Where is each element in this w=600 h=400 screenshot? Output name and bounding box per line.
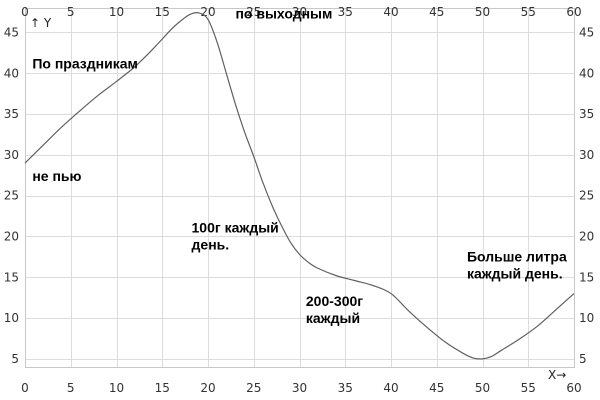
x-tick-bottom-5: 5	[67, 381, 75, 395]
chart-frame	[25, 8, 575, 368]
x-tick-bottom-45: 45	[429, 381, 444, 395]
grid-lines	[25, 8, 575, 367]
annotation-0-line-0: по выходным	[235, 6, 332, 22]
y-tick-left-35: 35	[4, 107, 19, 121]
annotation-5: Больше литра каждый день.	[467, 249, 567, 282]
x-tick-bottom-15: 15	[155, 381, 170, 395]
y-tick-right-20: 20	[579, 229, 594, 243]
annotations: по выходным По праздникам не пью 100г кажды…	[32, 6, 567, 326]
annotation-1: По праздникам	[32, 55, 138, 71]
y-tick-right-15: 15	[579, 270, 594, 284]
annotation-3-line-1: день.	[192, 236, 230, 252]
annotation-4-line-1: каждый	[306, 310, 360, 326]
x-tick-top-15: 15	[155, 5, 170, 19]
y-tick-left-10: 10	[4, 311, 19, 325]
y-tick-left-30: 30	[4, 148, 19, 162]
x-tick-top-10: 10	[109, 5, 124, 19]
annotation-1-line-0: По праздникам	[32, 55, 138, 71]
annotation-5-line-1: каждый день.	[467, 266, 563, 282]
x-tick-top-30: 30	[292, 5, 307, 19]
y-tick-right-5: 5	[579, 352, 587, 366]
x-tick-bottom-60: 60	[566, 381, 581, 395]
x-tick-top-25: 25	[246, 5, 261, 19]
y-tick-left-45: 45	[4, 25, 19, 39]
x-tick-top-45: 45	[429, 5, 444, 19]
y-tick-left-15: 15	[4, 270, 19, 284]
x-tick-top-35: 35	[338, 5, 353, 19]
x-tick-bottom-50: 50	[475, 381, 490, 395]
y-tick-right-40: 40	[579, 66, 594, 80]
x-tick-bottom-40: 40	[383, 381, 398, 395]
x-tick-bottom-10: 10	[109, 381, 124, 395]
x-tick-top-40: 40	[383, 5, 398, 19]
y-tick-right-25: 25	[579, 189, 594, 203]
x-tick-bottom-35: 35	[338, 381, 353, 395]
series-group	[24, 12, 575, 360]
annotation-3-line-0: 100г каждый	[192, 219, 279, 235]
y-tick-left-25: 25	[4, 189, 19, 203]
y-tick-left-5: 5	[11, 352, 19, 366]
x-axis-label: X→	[548, 368, 566, 382]
x-tick-top-60: 60	[566, 5, 581, 19]
x-tick-top-0: 0	[21, 5, 29, 19]
annotation-2-line-0: не пью	[32, 168, 81, 184]
annotation-0: по выходным	[235, 6, 332, 22]
x-tick-bottom-0: 0	[21, 381, 29, 395]
y-tick-left-40: 40	[4, 66, 19, 80]
annotation-3: 100г каждый день.	[192, 219, 279, 252]
x-tick-bottom-30: 30	[292, 381, 307, 395]
y-tick-left-20: 20	[4, 229, 19, 243]
y-tick-right-10: 10	[579, 311, 594, 325]
y-tick-right-35: 35	[579, 107, 594, 121]
annotation-5-line-0: Больше литра	[467, 249, 567, 265]
x-tick-top-5: 5	[67, 5, 75, 19]
x-tick-bottom-20: 20	[200, 381, 215, 395]
y-tick-right-30: 30	[579, 148, 594, 162]
tick-labels: 0055101015152020252530303535404045455050…	[4, 5, 595, 395]
x-tick-top-20: 20	[200, 5, 215, 19]
x-tick-bottom-25: 25	[246, 381, 261, 395]
annotation-4-line-0: 200-300г	[306, 293, 363, 309]
x-tick-bottom-55: 55	[521, 381, 536, 395]
x-tick-top-55: 55	[521, 5, 536, 19]
y-axis-label: ↑ Y	[30, 16, 52, 30]
series-line-0	[24, 12, 575, 360]
annotation-2: не пью	[32, 168, 81, 184]
annotation-4: 200-300г каждый	[306, 293, 363, 326]
x-tick-top-50: 50	[475, 5, 490, 19]
y-tick-right-45: 45	[579, 25, 594, 39]
